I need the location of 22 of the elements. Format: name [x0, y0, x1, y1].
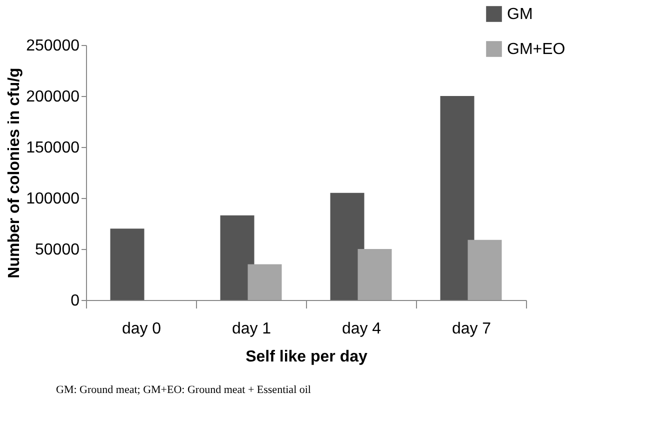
legend-label: GM+EO [507, 41, 566, 58]
bar [248, 264, 282, 300]
bar [468, 240, 502, 300]
y-tick-label: 0 [70, 292, 80, 310]
y-tick-label: 50000 [35, 242, 80, 258]
y-tick-label: 150000 [26, 140, 80, 156]
bar [220, 215, 254, 300]
y-tick-label: 250000 [26, 38, 80, 54]
bar [330, 192, 364, 300]
y-axis-title: Number of colonies in cfu/g [6, 68, 24, 278]
x-tick-label: day 0 [122, 320, 162, 338]
bar [358, 249, 392, 300]
x-tick-label: day 1 [232, 320, 272, 338]
bar [440, 96, 474, 300]
x-axis-title: Self like per day [246, 348, 368, 366]
x-tick-label: day 4 [342, 320, 382, 338]
text: GM: Ground meat; GM+EO: Ground meat + Essential oil [56, 384, 311, 396]
legend-label: GM [507, 6, 533, 23]
y-tick-label: 200000 [26, 88, 80, 106]
bar [110, 228, 144, 300]
y-tick-label: 100000 [26, 190, 80, 208]
x-tick-label: day 7 [452, 320, 492, 338]
